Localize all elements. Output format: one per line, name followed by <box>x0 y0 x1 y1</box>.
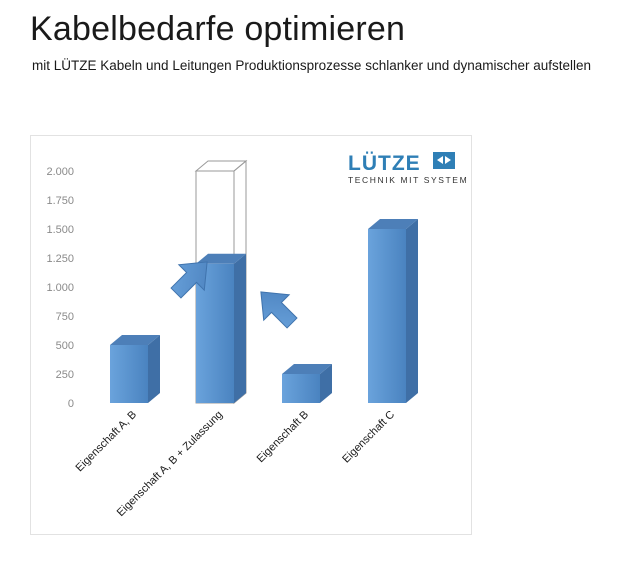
y-tick-label: 750 <box>56 311 74 323</box>
luetze-logo: LÜTZE TECHNIK MIT SYSTEM <box>348 152 468 185</box>
bar-side <box>406 219 418 403</box>
logo-emblem-icon <box>433 152 455 169</box>
bar-front <box>110 345 148 403</box>
bar-top <box>368 219 418 229</box>
category-label: Eigenschaft C <box>340 409 397 466</box>
bar-top <box>196 253 246 264</box>
bar-chart: 0 250 500 750 1.000 1.250 1.500 1.750 2.000 Eige… <box>46 152 468 519</box>
y-tick-label: 500 <box>56 340 74 352</box>
bar <box>110 335 160 403</box>
page-title: Kabelbedarfe optimieren <box>30 10 406 48</box>
outline-bar-top <box>194 160 248 172</box>
bar <box>282 364 332 403</box>
logo-brand: LÜTZE <box>348 152 421 175</box>
y-tick-label: 0 <box>68 398 74 410</box>
bar-side <box>234 253 246 403</box>
y-axis: 0 250 500 750 1.000 1.250 1.500 1.750 2.000 <box>46 166 74 410</box>
page-subtitle: mit LÜTZE Kabeln und Leitungen Produktio… <box>32 58 592 73</box>
arrow-up-left-icon <box>260 291 298 329</box>
category-label: Eigenschaft B <box>255 409 311 465</box>
chart-frame <box>30 135 472 535</box>
bar-top <box>110 335 160 345</box>
category-label: Eigenschaft A, B + Zulassung <box>115 409 225 519</box>
category-label: Eigenschaft A, B <box>74 409 140 475</box>
arrow-up-right-icon <box>170 261 208 299</box>
bar-side <box>148 335 160 403</box>
y-tick-label: 250 <box>56 369 74 381</box>
y-tick-label: 2.000 <box>46 166 74 178</box>
bar-front <box>282 374 320 403</box>
bar <box>368 219 418 403</box>
bar <box>196 253 246 403</box>
bar-top <box>282 364 332 374</box>
bars <box>110 219 418 403</box>
logo-tagline: TECHNIK MIT SYSTEM <box>348 175 468 185</box>
y-tick-label: 1.250 <box>46 253 74 265</box>
y-tick-label: 1.500 <box>46 224 74 236</box>
y-tick-label: 1.000 <box>46 282 74 294</box>
bar-side <box>320 364 332 403</box>
y-tick-label: 1.750 <box>46 195 74 207</box>
bar-front <box>368 229 406 403</box>
